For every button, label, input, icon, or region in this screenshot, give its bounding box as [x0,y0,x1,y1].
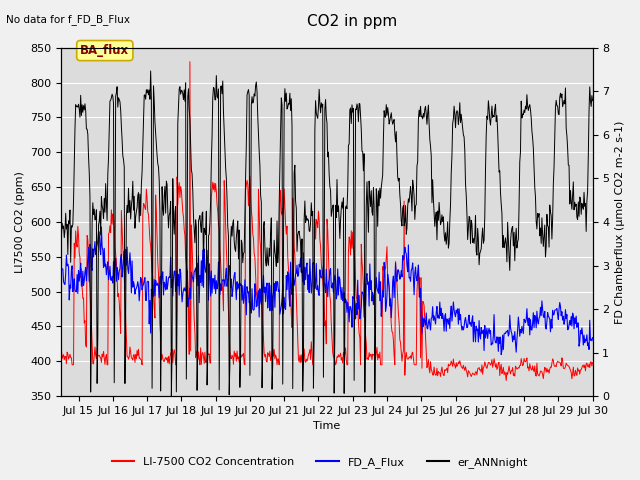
Text: No data for f_FD_B_Flux: No data for f_FD_B_Flux [6,14,131,25]
Y-axis label: FD Chamberflux (μmol CO2 m-2 s-1): FD Chamberflux (μmol CO2 m-2 s-1) [615,120,625,324]
X-axis label: Time: Time [314,421,340,432]
Text: CO2 in ppm: CO2 in ppm [307,14,397,29]
Text: BA_flux: BA_flux [80,44,129,57]
Legend: LI-7500 CO2 Concentration, FD_A_Flux, er_ANNnight: LI-7500 CO2 Concentration, FD_A_Flux, er… [108,452,532,472]
Y-axis label: LI7500 CO2 (ppm): LI7500 CO2 (ppm) [15,171,25,273]
